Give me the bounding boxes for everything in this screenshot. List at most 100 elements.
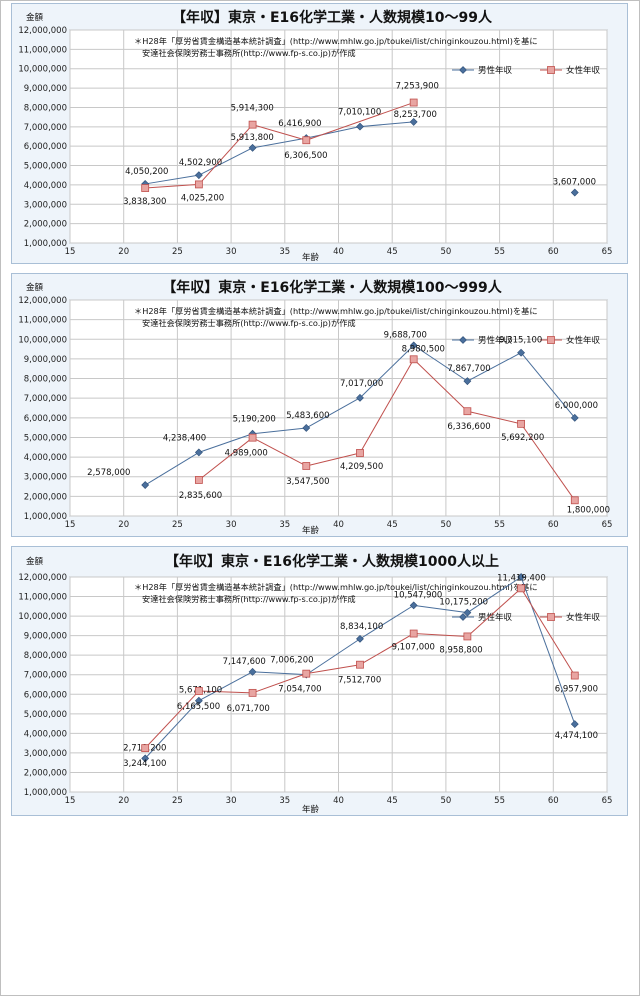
x-tick-label: 20 (118, 520, 129, 530)
y-tick-label: 9,000,000 (24, 632, 67, 642)
data-point (570, 720, 579, 729)
data-label: 2,835,600 (179, 491, 222, 501)
x-tick-label: 20 (118, 796, 129, 806)
data-point (302, 424, 311, 432)
x-axis-label: 年齢 (302, 804, 320, 815)
x-tick-label: 60 (548, 796, 559, 806)
series-line-segment (413, 344, 468, 382)
series-line-segment (359, 359, 415, 454)
data-label: 7,006,200 (270, 656, 313, 666)
data-point (248, 667, 257, 676)
data-label: 8,980,500 (402, 344, 445, 354)
y-tick-label: 4,000,000 (24, 729, 67, 739)
x-tick-label: 55 (494, 520, 505, 530)
data-point (248, 120, 257, 129)
source-note-line: ＊H28年「厚労省賃金構造基本統計調査」(http://www.mhlw.go.… (134, 306, 538, 316)
legend-label: 男性年収 (478, 612, 513, 623)
x-tick-label: 55 (494, 247, 505, 257)
data-point (409, 341, 418, 350)
legend-label: 女性年収 (566, 612, 601, 623)
data-label: 3,838,300 (123, 197, 166, 207)
y-tick-label: 12,000,000 (18, 296, 67, 306)
y-tick-label: 2,000,000 (24, 220, 67, 230)
data-label: 7,147,600 (223, 657, 266, 667)
series-line-segment (467, 352, 522, 382)
y-tick-label: 10,000,000 (18, 65, 67, 75)
legend-label: 女性年収 (566, 65, 601, 76)
data-label: 7,253,900 (396, 82, 439, 92)
series-line-segment (467, 576, 522, 614)
data-point (356, 634, 364, 643)
series-line-segment (359, 345, 415, 399)
y-tick-label: 5,000,000 (24, 710, 67, 720)
data-point (194, 687, 203, 695)
x-tick-label: 65 (602, 796, 613, 806)
y-tick-label: 7,000,000 (24, 123, 67, 133)
data-label: 6,165,500 (177, 702, 220, 712)
data-point (194, 180, 203, 189)
y-tick-label: 2,000,000 (24, 492, 67, 502)
x-axis-label: 年齢 (302, 525, 320, 536)
series-line-segment (359, 121, 414, 128)
data-point (570, 188, 579, 197)
data-label: 7,054,700 (278, 685, 321, 695)
x-tick-label: 65 (602, 247, 613, 257)
legend-marker (547, 66, 555, 74)
series-line-segment (413, 604, 468, 614)
x-tick-label: 65 (602, 520, 613, 530)
data-point (302, 462, 311, 470)
y-tick-label: 1,000,000 (24, 788, 67, 798)
series-line-segment (306, 452, 361, 467)
series-line-segment (198, 124, 253, 185)
data-label: 1,800,000 (567, 505, 610, 515)
data-point (248, 433, 257, 442)
x-tick-label: 25 (172, 796, 183, 806)
x-tick-label: 30 (226, 796, 237, 806)
data-point (141, 754, 150, 763)
data-label: 5,483,600 (286, 411, 329, 421)
data-label: 7,010,100 (338, 108, 381, 118)
x-tick-label: 45 (387, 796, 398, 806)
legend-marker (459, 66, 467, 74)
x-axis-label: 年齢 (302, 252, 320, 263)
x-tick-label: 60 (548, 520, 559, 530)
series-line-segment (198, 671, 253, 702)
x-tick-label: 55 (494, 796, 505, 806)
series-line-segment (144, 451, 200, 486)
data-point (463, 377, 472, 386)
y-tick-label: 8,000,000 (24, 103, 67, 113)
data-label: 4,474,100 (555, 731, 598, 741)
legend-marker (459, 336, 467, 344)
y-tick-label: 11,000,000 (18, 316, 67, 326)
series-line-segment (306, 102, 414, 141)
x-tick-label: 25 (172, 247, 183, 257)
data-label: 5,913,800 (231, 133, 274, 143)
data-point (517, 419, 525, 428)
legend-marker (459, 613, 467, 621)
y-tick-label: 6,000,000 (24, 142, 67, 152)
data-point (409, 98, 418, 107)
x-tick-label: 15 (65, 520, 76, 530)
y-tick-label: 6,000,000 (24, 414, 67, 424)
y-tick-label: 7,000,000 (24, 671, 67, 681)
y-tick-label: 8,000,000 (24, 651, 67, 661)
data-label: 3,244,100 (123, 759, 166, 769)
chart-title: 【年収】東京・E16化学工業・人数規模100～999人 (162, 279, 502, 296)
x-tick-label: 35 (279, 796, 290, 806)
data-label: 9,688,700 (384, 330, 427, 340)
y-tick-label: 2,000,000 (24, 768, 67, 778)
data-point (356, 122, 364, 131)
x-tick-label: 50 (440, 520, 451, 530)
data-label: 8,958,800 (439, 645, 482, 655)
y-tick-label: 11,000,000 (18, 593, 67, 603)
data-point (517, 348, 526, 357)
data-point (570, 413, 579, 422)
series-line-segment (144, 690, 200, 749)
series-line-segment (252, 673, 307, 694)
series-line-segment (520, 423, 576, 501)
chart-panel-2: 1,000,000 2,000,000 3,000,000 4,000,000 5,00… (11, 273, 628, 537)
data-label: 5,692,200 (501, 433, 544, 443)
data-label: 10,547,900 (394, 590, 443, 600)
data-label: 6,336,600 (447, 422, 490, 432)
x-tick-label: 35 (279, 247, 290, 257)
